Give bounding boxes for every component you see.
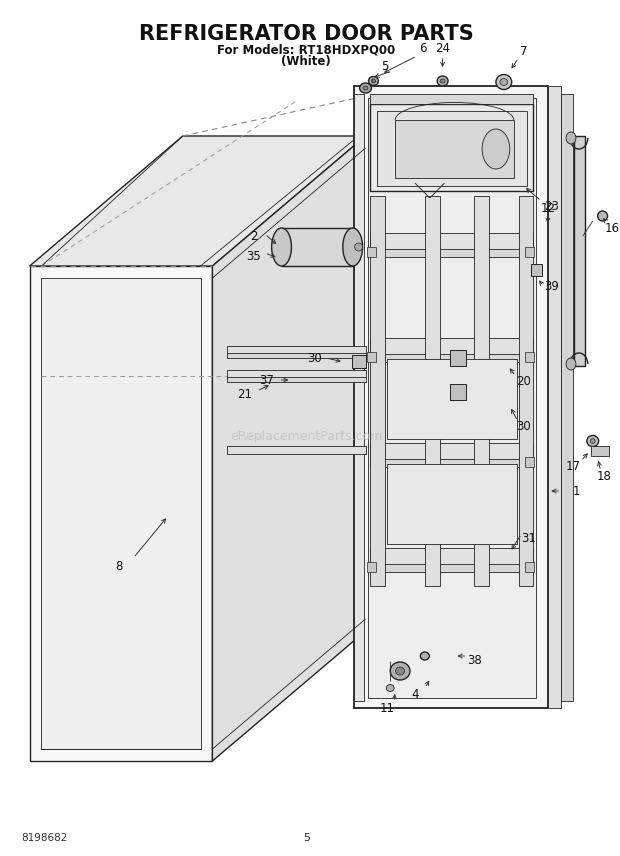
- Ellipse shape: [272, 228, 291, 266]
- Text: 20: 20: [516, 375, 531, 388]
- Bar: [591, 446, 609, 456]
- Polygon shape: [227, 353, 366, 358]
- Polygon shape: [368, 98, 536, 698]
- Bar: [366, 562, 376, 572]
- Text: 16: 16: [605, 222, 620, 235]
- Polygon shape: [371, 196, 385, 586]
- Ellipse shape: [386, 685, 394, 692]
- Ellipse shape: [500, 79, 508, 86]
- Ellipse shape: [343, 228, 363, 266]
- Ellipse shape: [482, 129, 510, 169]
- Polygon shape: [395, 120, 514, 178]
- Polygon shape: [227, 370, 366, 378]
- Text: 37: 37: [259, 373, 274, 387]
- Text: 38: 38: [467, 655, 482, 668]
- Polygon shape: [371, 94, 533, 104]
- Text: eReplacementParts.com: eReplacementParts.com: [230, 430, 383, 443]
- Polygon shape: [388, 464, 516, 544]
- Polygon shape: [378, 111, 526, 186]
- Polygon shape: [371, 564, 533, 572]
- Text: 1: 1: [572, 484, 580, 497]
- Bar: [366, 247, 376, 257]
- Bar: [366, 352, 376, 362]
- Polygon shape: [30, 136, 366, 266]
- Polygon shape: [371, 443, 533, 461]
- Text: 21: 21: [237, 388, 252, 401]
- Polygon shape: [388, 359, 516, 439]
- Text: 2: 2: [250, 229, 258, 242]
- Text: 39: 39: [544, 280, 559, 293]
- Text: 30: 30: [516, 419, 531, 432]
- Bar: [352, 355, 366, 368]
- Polygon shape: [353, 94, 363, 701]
- Ellipse shape: [437, 76, 448, 86]
- Bar: [525, 562, 534, 572]
- Text: 24: 24: [435, 41, 450, 55]
- Text: 5: 5: [303, 833, 310, 843]
- Polygon shape: [281, 228, 353, 266]
- Text: 8: 8: [115, 560, 122, 573]
- Bar: [451, 384, 466, 400]
- Polygon shape: [227, 346, 366, 354]
- Ellipse shape: [566, 358, 576, 370]
- Polygon shape: [561, 94, 573, 701]
- Polygon shape: [519, 196, 533, 586]
- Polygon shape: [371, 104, 533, 191]
- Polygon shape: [213, 136, 366, 761]
- Polygon shape: [371, 548, 533, 566]
- Text: 18: 18: [597, 469, 612, 483]
- Polygon shape: [371, 233, 533, 251]
- Bar: [525, 352, 534, 362]
- Text: REFRIGERATOR DOOR PARTS: REFRIGERATOR DOOR PARTS: [139, 24, 474, 44]
- Bar: [451, 350, 466, 366]
- Ellipse shape: [590, 438, 595, 443]
- Polygon shape: [30, 266, 213, 761]
- Polygon shape: [548, 86, 561, 708]
- Ellipse shape: [371, 79, 375, 83]
- Ellipse shape: [587, 436, 599, 447]
- Text: 6: 6: [419, 41, 427, 55]
- Ellipse shape: [440, 79, 445, 83]
- Text: 11: 11: [380, 702, 395, 715]
- Text: 7: 7: [520, 45, 528, 57]
- Bar: [525, 247, 534, 257]
- Ellipse shape: [368, 76, 378, 86]
- Polygon shape: [42, 278, 200, 749]
- Bar: [525, 457, 534, 467]
- Text: 8198682: 8198682: [22, 833, 68, 843]
- Ellipse shape: [390, 662, 410, 680]
- Polygon shape: [474, 196, 489, 586]
- Bar: [531, 264, 542, 276]
- Text: 4: 4: [411, 687, 418, 700]
- Polygon shape: [227, 377, 366, 382]
- Ellipse shape: [355, 243, 363, 251]
- Polygon shape: [371, 459, 533, 467]
- Text: 35: 35: [247, 249, 261, 263]
- Ellipse shape: [360, 83, 371, 93]
- Text: 17: 17: [565, 460, 580, 473]
- Polygon shape: [371, 354, 533, 362]
- Polygon shape: [425, 196, 440, 586]
- Polygon shape: [574, 136, 585, 366]
- Ellipse shape: [363, 86, 368, 90]
- Ellipse shape: [598, 211, 608, 221]
- Text: 5: 5: [381, 60, 389, 73]
- Polygon shape: [371, 338, 533, 356]
- Text: For Models: RT18HDXPQ00: For Models: RT18HDXPQ00: [217, 44, 396, 56]
- Text: (White): (White): [281, 55, 331, 68]
- Text: 30: 30: [307, 352, 322, 365]
- Polygon shape: [371, 249, 533, 257]
- Text: 31: 31: [521, 532, 536, 544]
- Ellipse shape: [566, 132, 576, 144]
- Text: 12: 12: [541, 201, 556, 215]
- Ellipse shape: [496, 74, 511, 90]
- Ellipse shape: [396, 667, 404, 675]
- Polygon shape: [353, 86, 548, 708]
- Ellipse shape: [420, 652, 429, 660]
- Text: 23: 23: [544, 199, 559, 212]
- Polygon shape: [227, 446, 366, 454]
